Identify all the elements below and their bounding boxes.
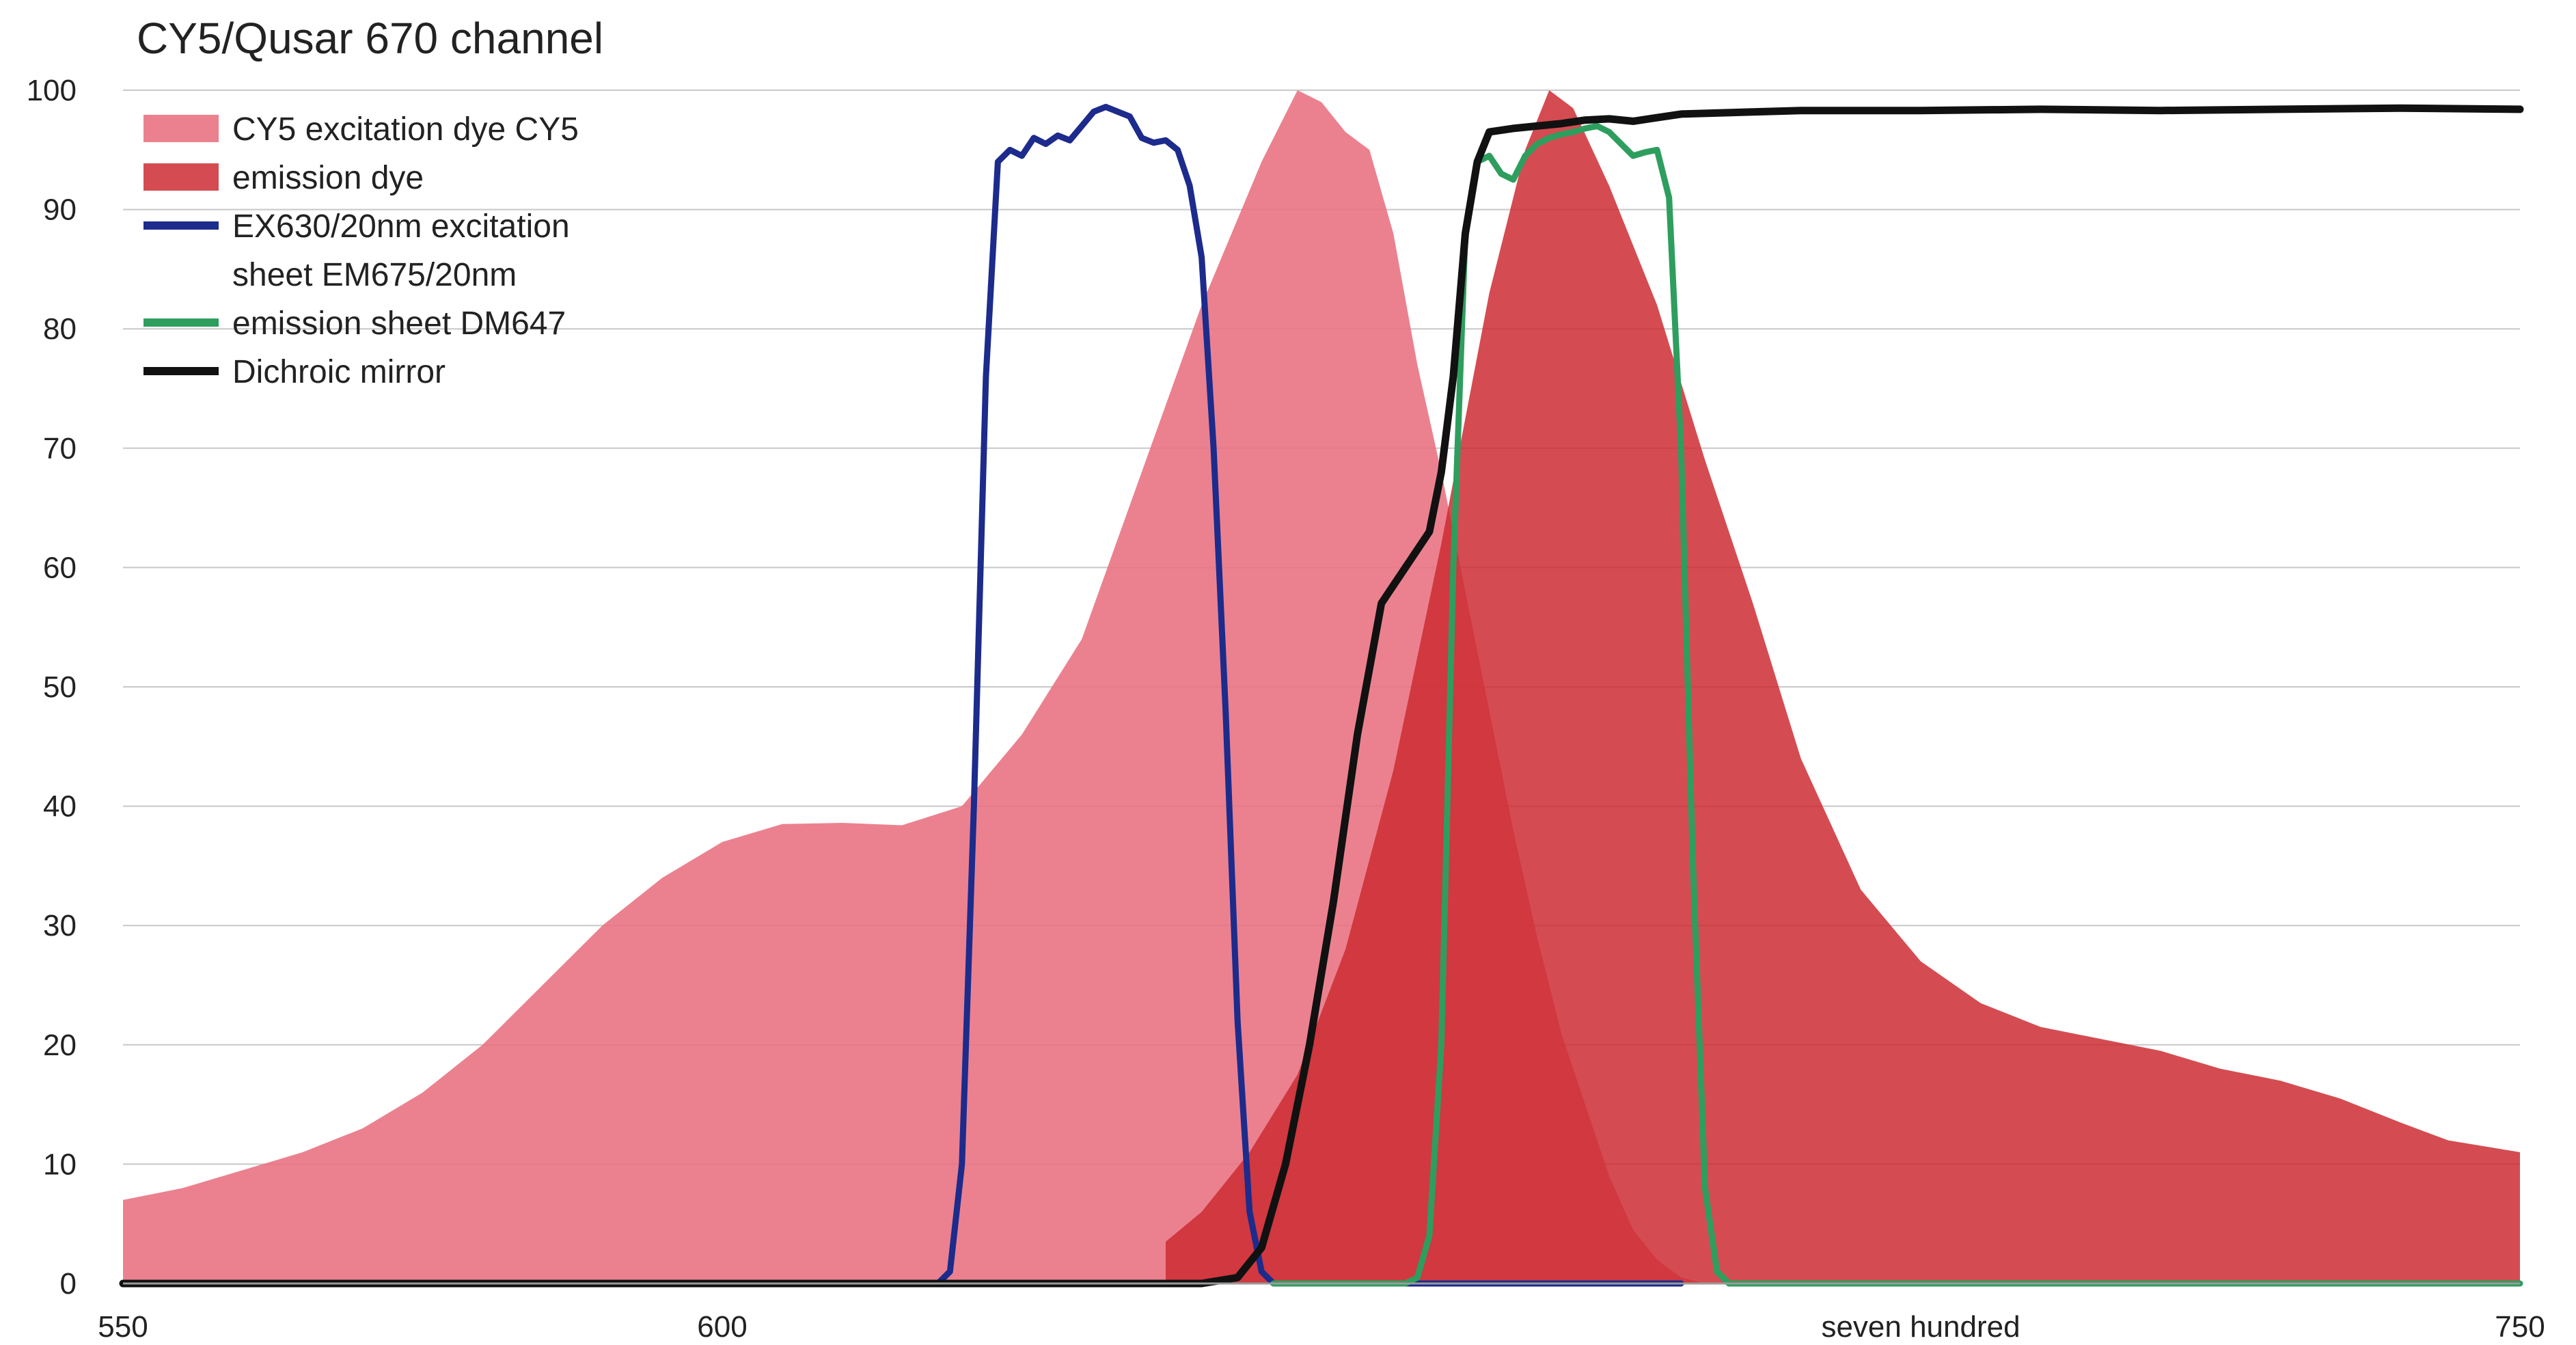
legend-label: Dichroic mirror <box>232 354 446 390</box>
y-tick-label: 0 <box>60 1267 77 1301</box>
legend-label: emission dye <box>232 160 424 196</box>
x-tick-label: seven hundred <box>1821 1310 2020 1344</box>
legend: CY5 excitation dye CY5 emission dye EX630/… <box>143 111 579 390</box>
chart-title: CY5/Qusar 670 channel <box>137 14 603 63</box>
axes: 0 10 20 30 40 50 60 70 80 90 100 550 600 seven hundre… <box>27 74 2545 1344</box>
em_filter-line <box>1270 122 2523 1287</box>
legend-label: CY5 excitation dye CY5 <box>232 111 579 148</box>
y-tick-label: 30 <box>43 909 77 942</box>
y-tick-label: 40 <box>43 790 77 824</box>
legend-swatch <box>143 115 219 142</box>
excitation-area <box>123 90 1705 1283</box>
y-tick-label: 90 <box>43 193 77 227</box>
y-tick-label: 70 <box>43 432 77 465</box>
y-tick-label: 60 <box>43 551 77 584</box>
legend-label: EX630/20nm excitation <box>232 208 570 245</box>
dichroic-line <box>119 104 2524 1288</box>
y-tick-label: 80 <box>43 312 77 346</box>
x-tick-label: 550 <box>98 1310 148 1344</box>
ex_filter-line <box>120 103 1684 1287</box>
legend-label: sheet EM675/20nm <box>232 257 517 293</box>
emission-area <box>1166 90 2520 1283</box>
legend-swatch <box>143 163 219 191</box>
y-tick-label: 100 <box>27 74 77 107</box>
y-tick-label: 20 <box>43 1029 77 1062</box>
x-tick-label: 600 <box>697 1310 747 1344</box>
plot-area <box>119 90 2524 1288</box>
legend-label: emission sheet DM647 <box>232 305 566 342</box>
x-tick-label: 750 <box>2495 1310 2545 1344</box>
y-tick-label: 10 <box>43 1147 77 1181</box>
y-tick-label: 50 <box>43 670 77 704</box>
